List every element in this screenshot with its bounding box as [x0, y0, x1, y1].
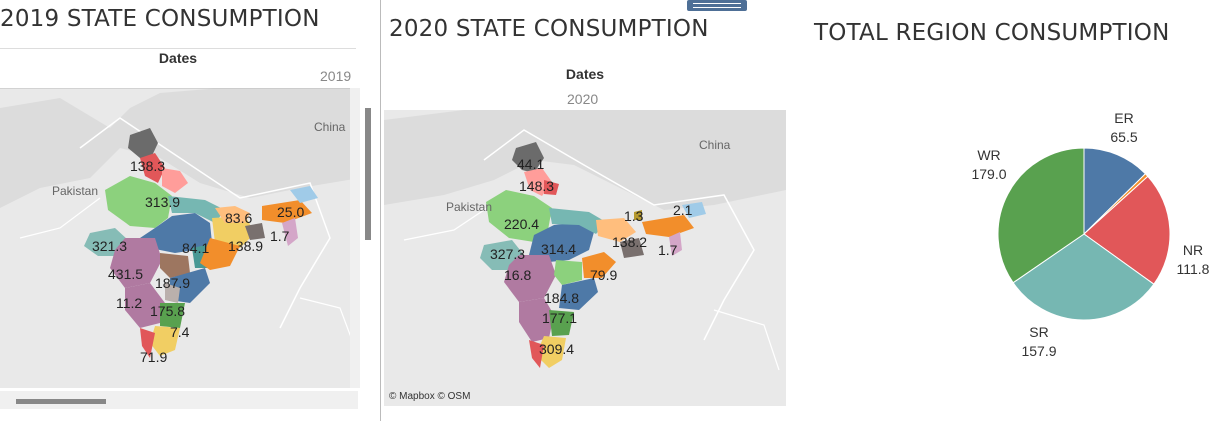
state-value: 1.3	[624, 208, 644, 224]
state-value: 71.9	[140, 349, 168, 365]
state-value: 314.4	[541, 241, 577, 257]
country-label-china: China	[314, 120, 346, 134]
dates-header: Dates	[158, 50, 198, 66]
pie-label-value: 111.8	[1176, 261, 1210, 277]
dates-header: Dates	[565, 66, 605, 82]
state-value: 44.1	[517, 156, 545, 172]
panel-title: 2019 STATE CONSUMPTION	[0, 6, 320, 32]
pie-label-value: 179.0	[971, 166, 1007, 182]
state-value: 2.1	[673, 202, 693, 218]
header-divider	[0, 48, 356, 49]
state-value: 175.8	[150, 303, 186, 319]
panel-title: 2020 STATE CONSUMPTION	[389, 16, 709, 42]
state-value: 309.4	[539, 341, 575, 357]
state-value: 1.7	[658, 242, 678, 258]
horizontal-scrollbar[interactable]	[0, 391, 358, 409]
country-label-pakistan: Pakistan	[52, 184, 99, 198]
country-label-pakistan: Pakistan	[446, 200, 493, 214]
state-value: 1.7	[270, 228, 290, 244]
pie-label-value: 157.9	[1021, 343, 1057, 359]
panel-title: TOTAL REGION CONSUMPTION	[814, 20, 1170, 46]
state-value: 7.4	[170, 324, 190, 340]
state-value: 16.8	[504, 267, 532, 283]
state-value: 313.9	[145, 194, 181, 210]
panel-region: TOTAL REGION CONSUMPTION ER 65.5 NR 111.…	[790, 0, 1217, 421]
year-label: 2020	[567, 91, 599, 107]
country-label-china: China	[699, 138, 731, 152]
state-value: 138.2	[612, 234, 648, 250]
horizontal-scrollbar-thumb[interactable]	[16, 399, 106, 404]
state-value: 83.6	[225, 210, 253, 226]
state-value: 25.0	[277, 204, 305, 220]
state-value: 79.9	[590, 267, 618, 283]
state-value: 220.4	[504, 216, 540, 232]
pie-label-name: ER	[1114, 110, 1134, 126]
pie-slice-sr[interactable]	[1012, 233, 1155, 321]
state-value: 138.3	[130, 158, 166, 174]
pie-label-name: SR	[1029, 324, 1049, 340]
state-value: 327.3	[490, 246, 526, 262]
pie-label-nr: NR 111.8	[1170, 241, 1216, 279]
map-2020[interactable]: Pakistan China 44.1 148.3 220.4 1.3 2.1 …	[384, 110, 786, 406]
pie-slice-wr[interactable]	[997, 147, 1085, 284]
state-value: 11.2	[116, 295, 143, 311]
state-value: 184.8	[544, 290, 580, 306]
panel-2019: 2019 STATE CONSUMPTION Dates 2019	[0, 0, 381, 421]
state-value: 187.9	[155, 275, 191, 291]
toolbar-handle[interactable]	[687, 0, 747, 11]
state-value: 148.3	[519, 178, 555, 194]
pie-label-er: ER 65.5	[1099, 109, 1149, 147]
state-value: 84.1	[182, 240, 210, 256]
pie-slice-er[interactable]	[1083, 147, 1147, 236]
pie-label-value: 65.5	[1110, 129, 1138, 145]
pie-label-name: WR	[977, 147, 1001, 163]
state-value: 177.1	[542, 310, 578, 326]
map-credit[interactable]: © Mapbox © OSM	[389, 391, 471, 402]
vertical-scrollbar-thumb[interactable]	[365, 108, 371, 240]
state-value: 321.3	[92, 238, 128, 254]
pie-label-sr: SR 157.9	[1014, 323, 1064, 361]
map-2019[interactable]: Pakistan China 138.3 313.9 83.6 25.0 321…	[0, 88, 360, 388]
pie-label-name: NR	[1182, 242, 1204, 258]
year-label: 2019	[320, 68, 352, 84]
state-value: 431.5	[108, 266, 144, 282]
pie-label-wr: WR 179.0	[964, 146, 1014, 184]
state-value: 138.9	[228, 238, 264, 254]
panel-2020: 2020 STATE CONSUMPTION Dates 2020	[384, 0, 788, 421]
region-pie-chart[interactable]	[790, 0, 1217, 421]
pie-slice-nr[interactable]	[1083, 175, 1171, 285]
